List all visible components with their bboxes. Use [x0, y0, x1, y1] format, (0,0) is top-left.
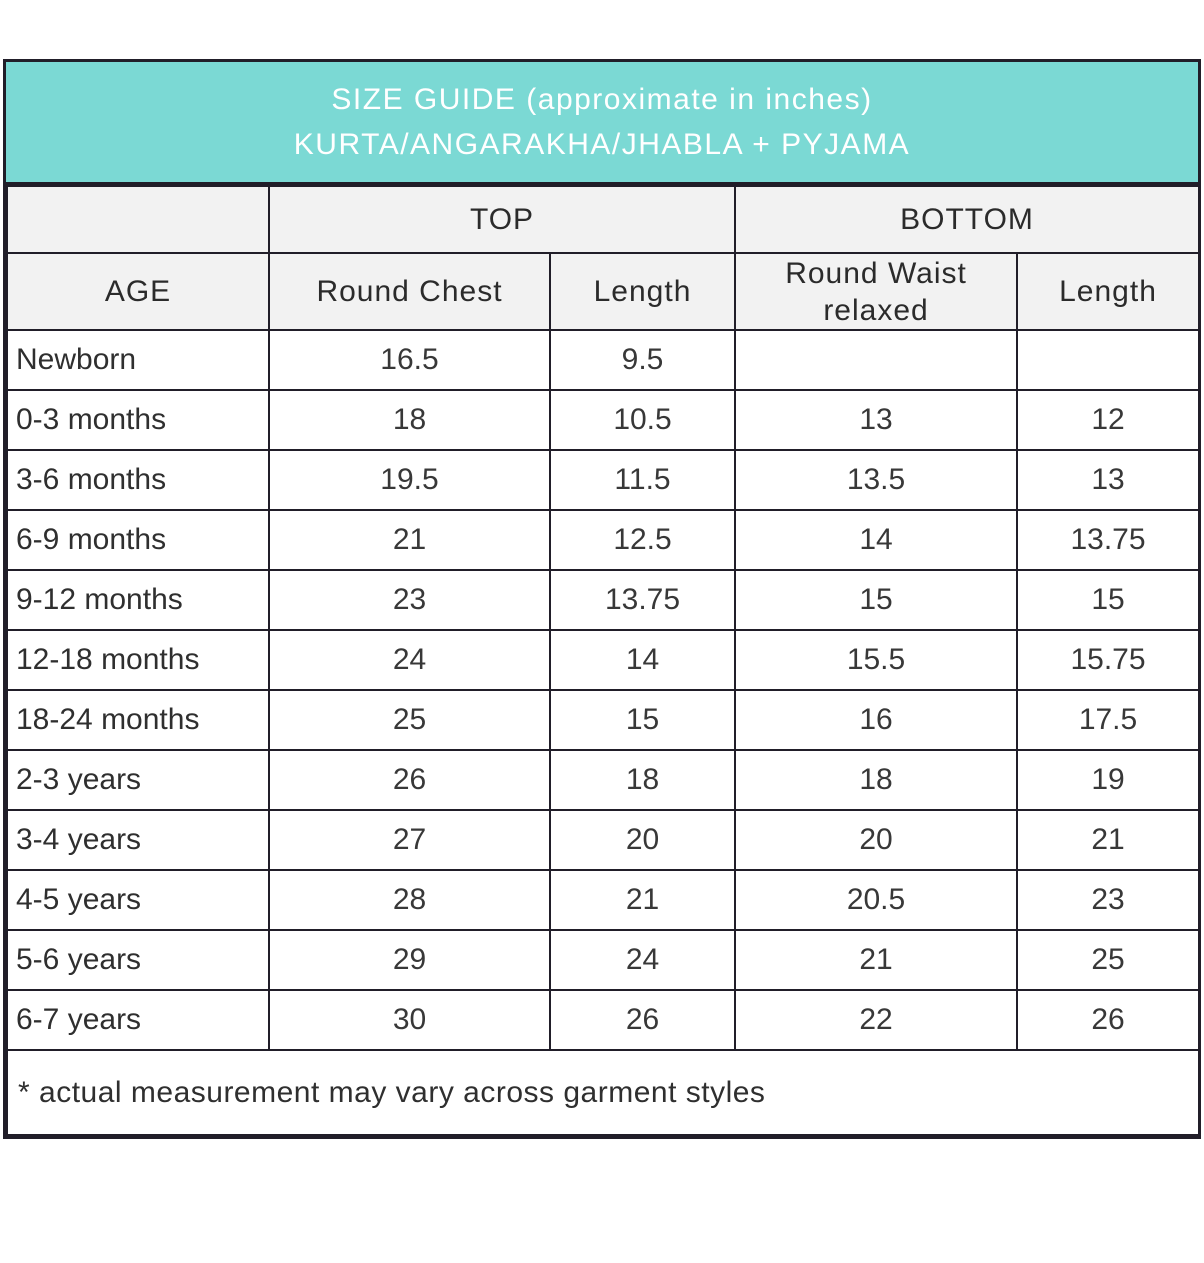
- bottom-length-cell: 21: [1016, 809, 1201, 871]
- table-title: SIZE GUIDE (approximate in inches) KURTA…: [6, 62, 1198, 185]
- table-row: 6-7 years 30 26 22 26: [6, 989, 1201, 1051]
- size-guide-card: SIZE GUIDE (approximate in inches) KURTA…: [3, 59, 1201, 1139]
- age-cell: 0-3 months: [6, 389, 270, 451]
- age-cell: 3-4 years: [6, 809, 270, 871]
- table-row: 3-4 years 27 20 20 21: [6, 809, 1201, 871]
- top-length-cell: 20: [548, 809, 737, 871]
- table-row: 5-6 years 29 24 21 25: [6, 929, 1201, 991]
- bottom-round-waist-cell: 14: [734, 509, 1019, 571]
- table-row: 18-24 months 25 15 16 17.5: [6, 689, 1201, 751]
- top-length-cell: 12.5: [548, 509, 737, 571]
- column-header-round-chest: Round Chest: [268, 252, 551, 331]
- age-cell: 18-24 months: [6, 689, 270, 751]
- top-round-chest-cell: 23: [268, 569, 551, 631]
- top-length-cell: 10.5: [548, 389, 737, 451]
- top-length-cell: 18: [548, 749, 737, 811]
- table-body: Newborn 16.5 9.5 0-3 months 18 10.5 13 1…: [6, 329, 1201, 1051]
- top-round-chest-cell: 18: [268, 389, 551, 451]
- table-row: 9-12 months 23 13.75 15 15: [6, 569, 1201, 631]
- group-header-bottom: BOTTOM: [734, 185, 1201, 254]
- table-row: Newborn 16.5 9.5: [6, 329, 1201, 391]
- table-row: 3-6 months 19.5 11.5 13.5 13: [6, 449, 1201, 511]
- age-cell: Newborn: [6, 329, 270, 391]
- bottom-round-waist-cell: 20: [734, 809, 1019, 871]
- group-header-row: TOP BOTTOM: [6, 185, 1201, 254]
- age-cell: 2-3 years: [6, 749, 270, 811]
- top-round-chest-cell: 27: [268, 809, 551, 871]
- table-row: 2-3 years 26 18 18 19: [6, 749, 1201, 811]
- top-round-chest-cell: 26: [268, 749, 551, 811]
- top-length-cell: 24: [548, 929, 737, 991]
- column-header-round-waist: Round Waist relaxed: [734, 252, 1019, 331]
- bottom-round-waist-cell: 15: [734, 569, 1019, 631]
- bottom-round-waist-cell: 13.5: [734, 449, 1019, 511]
- size-table: TOP BOTTOM AGE Round Chest Length Round …: [5, 185, 1201, 1136]
- bottom-length-cell: 13.75: [1016, 509, 1201, 571]
- top-round-chest-cell: 24: [268, 629, 551, 691]
- top-length-cell: 26: [548, 989, 737, 1051]
- column-header-bottom-length: Length: [1016, 252, 1201, 331]
- top-length-cell: 13.75: [548, 569, 737, 631]
- age-cell: 9-12 months: [6, 569, 270, 631]
- footnote-row: * actual measurement may vary across gar…: [5, 1049, 1201, 1136]
- top-length-cell: 9.5: [548, 329, 737, 391]
- top-round-chest-cell: 28: [268, 869, 551, 931]
- bottom-length-cell: 26: [1016, 989, 1201, 1051]
- top-round-chest-cell: 25: [268, 689, 551, 751]
- table-row: 6-9 months 21 12.5 14 13.75: [6, 509, 1201, 571]
- footnote-text: * actual measurement may vary across gar…: [5, 1049, 1201, 1136]
- top-round-chest-cell: 29: [268, 929, 551, 991]
- top-length-cell: 15: [548, 689, 737, 751]
- age-cell: 5-6 years: [6, 929, 270, 991]
- age-cell: 6-7 years: [6, 989, 270, 1051]
- top-length-cell: 21: [548, 869, 737, 931]
- age-cell: 6-9 months: [6, 509, 270, 571]
- bottom-round-waist-cell: 15.5: [734, 629, 1019, 691]
- bottom-round-waist-cell: 20.5: [734, 869, 1019, 931]
- bottom-length-cell: 25: [1016, 929, 1201, 991]
- top-round-chest-cell: 19.5: [268, 449, 551, 511]
- title-line-1: SIZE GUIDE (approximate in inches): [331, 83, 873, 116]
- bottom-length-cell: 13: [1016, 449, 1201, 511]
- bottom-length-cell: 15: [1016, 569, 1201, 631]
- top-round-chest-cell: 30: [268, 989, 551, 1051]
- age-cell: 3-6 months: [6, 449, 270, 511]
- bottom-round-waist-cell: 13: [734, 389, 1019, 451]
- bottom-length-cell: 23: [1016, 869, 1201, 931]
- bottom-length-cell: 12: [1016, 389, 1201, 451]
- age-cell: 12-18 months: [6, 629, 270, 691]
- group-header-top: TOP: [267, 185, 737, 254]
- bottom-length-cell: 15.75: [1016, 629, 1201, 691]
- group-header-empty: [6, 185, 270, 254]
- table-row: 4-5 years 28 21 20.5 23: [6, 869, 1201, 931]
- bottom-length-cell: 17.5: [1016, 689, 1201, 751]
- top-length-cell: 14: [548, 629, 737, 691]
- column-header-row: AGE Round Chest Length Round Waist relax…: [6, 252, 1201, 331]
- table-row: 0-3 months 18 10.5 13 12: [6, 389, 1201, 451]
- bottom-round-waist-cell: 16: [734, 689, 1019, 751]
- age-cell: 4-5 years: [6, 869, 270, 931]
- bottom-round-waist-cell: 21: [734, 929, 1019, 991]
- bottom-length-cell: 19: [1016, 749, 1201, 811]
- table-row: 12-18 months 24 14 15.5 15.75: [6, 629, 1201, 691]
- column-header-top-length: Length: [548, 252, 737, 331]
- bottom-length-cell: [1016, 329, 1201, 391]
- top-round-chest-cell: 21: [268, 509, 551, 571]
- top-length-cell: 11.5: [548, 449, 737, 511]
- title-line-2: KURTA/ANGARAKHA/JHABLA + PYJAMA: [293, 128, 911, 161]
- bottom-round-waist-cell: [734, 329, 1019, 391]
- bottom-round-waist-cell: 22: [734, 989, 1019, 1051]
- top-round-chest-cell: 16.5: [268, 329, 551, 391]
- column-header-age: AGE: [6, 252, 270, 331]
- bottom-round-waist-cell: 18: [734, 749, 1019, 811]
